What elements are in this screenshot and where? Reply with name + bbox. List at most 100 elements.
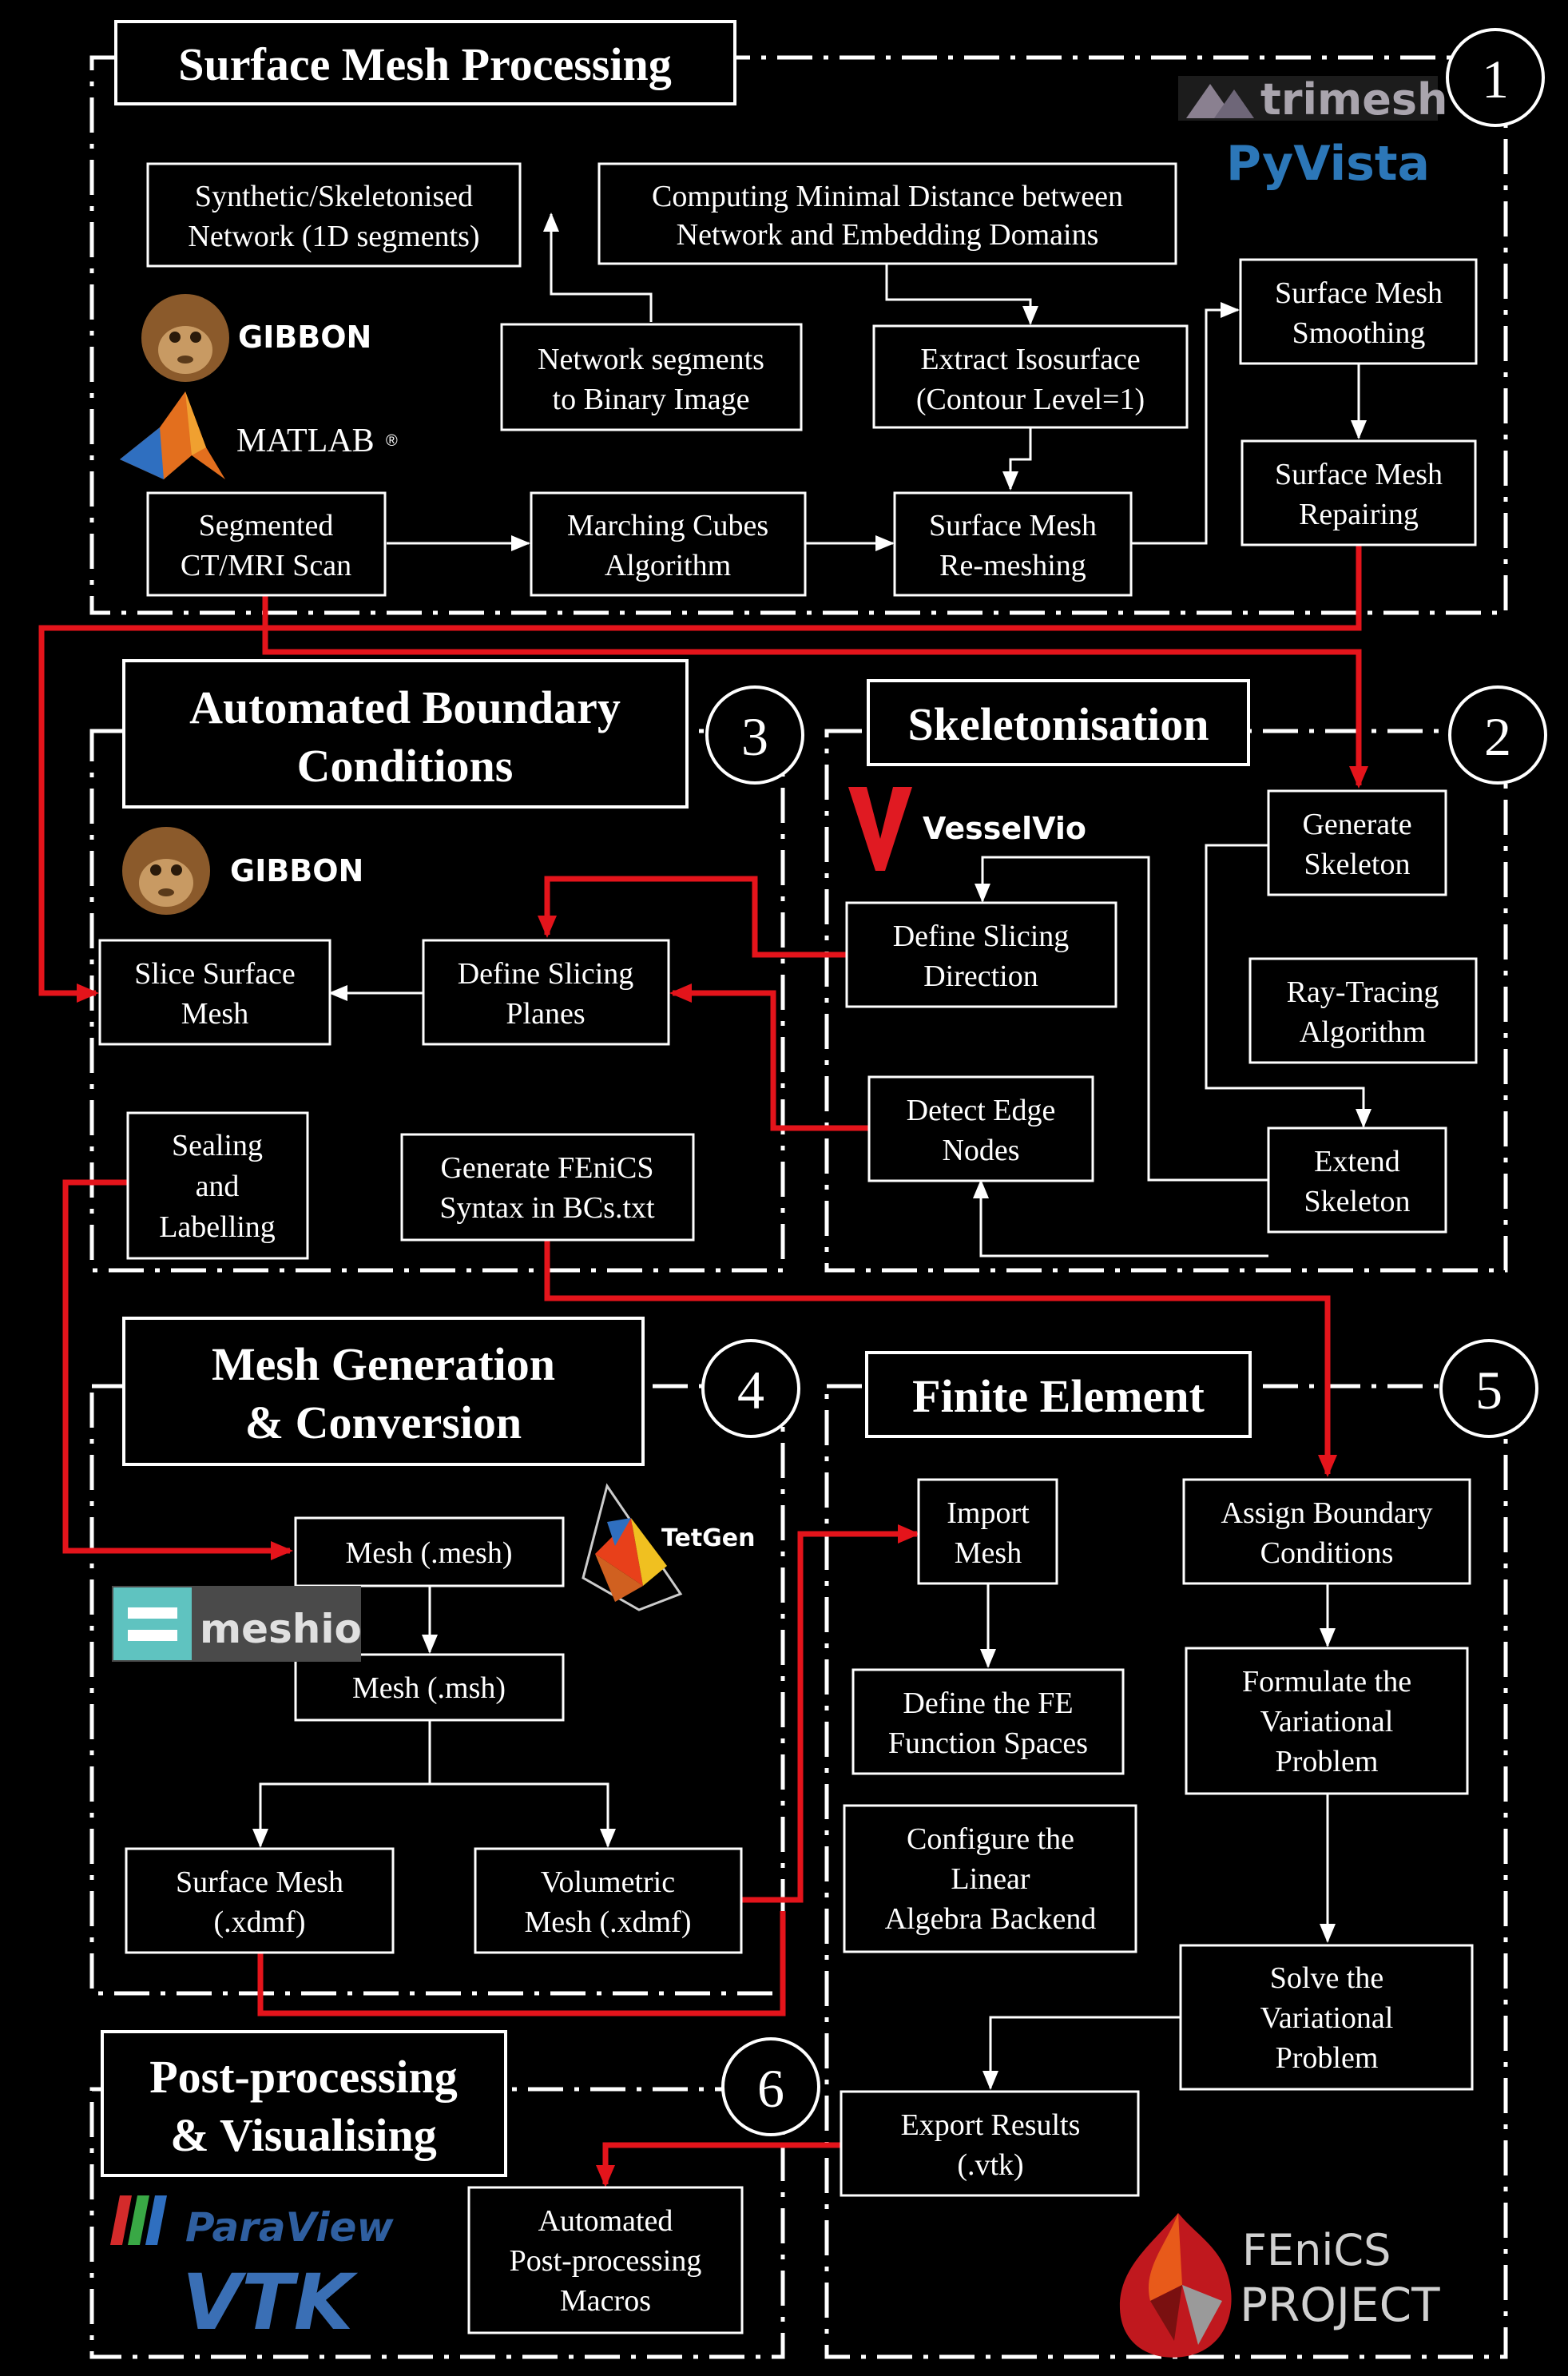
red-edge-to-planes [669,983,869,1131]
svg-text:Function Spaces: Function Spaces [888,1726,1088,1760]
arrow-msh-split [252,1719,431,1848]
svg-text:& Visualising: & Visualising [170,2109,437,2161]
node-surface-xdmf: Surface Mesh (.xdmf) [125,1847,395,1954]
svg-text:Mesh (.xdmf): Mesh (.xdmf) [525,1905,692,1939]
svg-text:Post-processing: Post-processing [149,2051,458,2103]
svg-text:Automated: Automated [538,2204,673,2238]
node-extract-isosurface: Extract Isosurface (Contour Level=1) [872,324,1189,429]
svg-text:®: ® [386,432,398,450]
svg-text:Sealing: Sealing [172,1129,263,1162]
meshio-logo: meshio [112,1586,362,1662]
node-define-planes: Define Slicing Planes [422,939,670,1046]
svg-text:Extract Isosurface: Extract Isosurface [920,343,1140,376]
svg-text:Define Slicing: Define Slicing [893,920,1070,953]
svg-text:(Contour Level=1): (Contour Level=1) [916,383,1145,416]
svg-text:6: 6 [757,2058,784,2119]
svg-text:Surface Mesh Processing: Surface Mesh Processing [178,38,672,90]
red-repair-to-slice [38,545,1362,1003]
node-network-binary: Network segments to Binary Image [500,323,803,431]
svg-text:trimesh: trimesh [1260,74,1447,125]
section-number-5: 5 [1439,1339,1538,1438]
svg-text:Assign Boundary: Assign Boundary [1221,1496,1433,1530]
svg-text:VesselVio: VesselVio [923,811,1086,846]
svg-text:meshio: meshio [200,1606,362,1652]
svg-text:Generate: Generate [1302,808,1411,841]
svg-text:Skeleton: Skeleton [1304,1185,1411,1218]
vtk-logo: VTK [182,2258,359,2347]
node-generate-skeleton: Generate Skeleton [1267,789,1447,896]
gibbon-logo-3: GIBBON [122,827,363,915]
svg-text:Segmented: Segmented [199,509,334,542]
svg-text:Slice Surface: Slice Surface [134,957,296,991]
arrow-extend-to-direction [975,856,1268,1182]
arrow-skeleton-to-extend [1205,844,1372,1128]
node-segmented-scan: Segmented CT/MRI Scan [146,491,387,597]
svg-text:Planes: Planes [506,997,585,1031]
svg-text:Network (1D segments): Network (1D segments) [188,220,479,253]
svg-text:Mesh: Mesh [181,997,248,1031]
svg-text:Macros: Macros [560,2284,651,2318]
trimesh-logo: trimesh [1178,74,1447,125]
node-volumetric-xdmf: Volumetric Mesh (.xdmf) [474,1847,743,1954]
svg-text:Define Slicing: Define Slicing [458,957,634,991]
svg-text:Network and Embedding Domains: Network and Embedding Domains [677,218,1099,252]
svg-text:5: 5 [1475,1360,1503,1420]
meshio-grid-icon [113,1587,192,1660]
title-section-4: Mesh Generation & Conversion [122,1317,645,1466]
svg-text:Extend: Extend [1314,1145,1400,1178]
svg-text:Computing Minimal Distance bet: Computing Minimal Distance between [652,180,1123,213]
svg-text:TetGen: TetGen [661,1524,756,1552]
svg-text:VTK: VTK [182,2258,359,2347]
svg-text:Algorithm: Algorithm [605,549,731,582]
svg-text:Formulate the: Formulate the [1242,1665,1411,1699]
node-ray-tracing: Ray-Tracing Algorithm [1248,957,1478,1064]
svg-text:3: 3 [741,706,768,767]
svg-text:Post-processing: Post-processing [510,2244,702,2278]
svg-text:Generate FEniCS: Generate FEniCS [440,1151,653,1185]
node-import-mesh: Import Mesh [917,1478,1058,1585]
node-define-direction: Define Slicing Direction [845,901,1117,1008]
node-sealing-labelling: Sealing and Labelling [126,1111,309,1260]
svg-text:(.vtk): (.vtk) [957,2148,1023,2182]
svg-text:Conditions: Conditions [1260,1536,1394,1570]
red-fenics-to-assign [544,1240,1337,1477]
svg-text:4: 4 [737,1360,764,1420]
svg-text:Surface Mesh: Surface Mesh [176,1865,343,1899]
svg-text:1: 1 [1482,49,1509,109]
svg-text:Repairing: Repairing [1299,498,1419,531]
fenics-logo: FEniCS PROJECT [1119,2213,1440,2358]
svg-text:(.xdmf): (.xdmf) [213,1905,305,1939]
arrow-binary-to-network [543,213,653,322]
svg-text:Detect Edge: Detect Edge [907,1094,1056,1127]
paraview-bars-icon [110,2195,132,2245]
title-section-1: Surface Mesh Processing [114,20,736,105]
arrow-solve-to-export [982,2016,1181,2090]
red-export-to-macros [596,2142,841,2187]
node-surface-smoothing: Surface Mesh Smoothing [1239,258,1478,365]
section-number-2: 2 [1448,685,1547,785]
svg-text:Finite Element: Finite Element [912,1370,1205,1422]
section-frame-1 [89,55,1508,615]
red-direction-to-planes [538,876,847,958]
svg-text:MATLAB: MATLAB [236,423,375,459]
node-detect-edge: Detect Edge Nodes [867,1075,1094,1182]
gibbon-logo-1: GIBBON [141,294,371,382]
svg-text:2: 2 [1484,706,1511,767]
title-section-6: Post-processing & Visualising [101,2030,507,2177]
svg-text:Algorithm: Algorithm [1300,1015,1426,1049]
svg-text:Synthetic/Skeletonised: Synthetic/Skeletonised [195,180,473,213]
svg-text:Direction: Direction [923,960,1038,993]
arrow-distance-to-isosurface [885,264,1038,325]
svg-text:Variational: Variational [1260,1705,1394,1738]
matlab-logo: MATLAB ® [120,391,398,479]
svg-text:Syntax in BCs.txt: Syntax in BCs.txt [439,1191,655,1225]
svg-text:Network segments: Network segments [538,343,764,376]
svg-text:Skeleton: Skeleton [1304,848,1411,881]
svg-text:Volumetric: Volumetric [541,1865,675,1899]
vesselvio-logo: VesselVio [848,787,1086,871]
svg-text:Problem: Problem [1276,1745,1379,1778]
node-mesh-mesh: Mesh (.mesh) [294,1516,565,1587]
section-number-4: 4 [701,1339,800,1438]
node-export-results: Export Results (.vtk) [840,2090,1140,2197]
svg-text:Mesh: Mesh [955,1536,1022,1570]
